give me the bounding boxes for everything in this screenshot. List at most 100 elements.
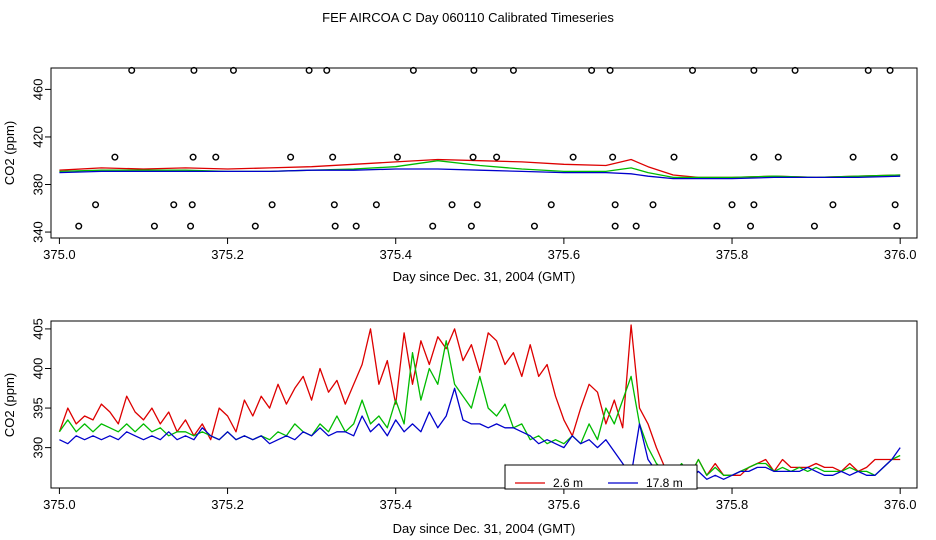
top-data-point bbox=[774, 153, 782, 161]
bottom-x-tick-label: 375.2 bbox=[211, 497, 244, 512]
top-y-axis: 340 380 420 460 bbox=[30, 79, 51, 243]
bottom-x-tick-label: 376.0 bbox=[884, 497, 917, 512]
legend: 2.6 m 17.8 m bbox=[504, 464, 698, 490]
top-data-point bbox=[890, 153, 898, 161]
top-series-red bbox=[59, 158, 901, 179]
top-data-point bbox=[470, 66, 478, 74]
bottom-x-tick-label: 375.0 bbox=[43, 497, 76, 512]
top-x-tick-label: 375.8 bbox=[716, 247, 749, 262]
bottom-y-tick-label: 395 bbox=[30, 397, 45, 419]
bottom-series-group bbox=[58, 324, 901, 480]
top-data-point bbox=[187, 222, 195, 230]
top-data-point bbox=[493, 153, 501, 161]
top-data-point bbox=[670, 153, 678, 161]
bottom-y-axis: 390 395 400 405 bbox=[30, 318, 51, 458]
bottom-x-tick-label: 375.4 bbox=[379, 497, 412, 512]
bottom-y-tick-label: 405 bbox=[30, 318, 45, 340]
top-data-point bbox=[467, 222, 475, 230]
top-x-axis-label: Day since Dec. 31, 2004 (GMT) bbox=[393, 269, 576, 284]
top-data-point bbox=[750, 153, 758, 161]
top-data-point bbox=[588, 66, 596, 74]
bottom-y-tick-label: 400 bbox=[30, 358, 45, 380]
top-data-point bbox=[268, 201, 276, 209]
top-data-point bbox=[547, 201, 555, 209]
bottom-plot-frame bbox=[50, 320, 918, 489]
top-data-point bbox=[886, 66, 894, 74]
top-data-point bbox=[632, 222, 640, 230]
top-x-tick-label: 375.4 bbox=[379, 247, 412, 262]
top-data-point bbox=[352, 222, 360, 230]
top-data-point bbox=[331, 222, 339, 230]
top-data-point bbox=[893, 222, 901, 230]
top-series-green bbox=[59, 160, 901, 179]
top-x-tick-label: 375.2 bbox=[211, 247, 244, 262]
top-data-point bbox=[212, 153, 220, 161]
top-data-point bbox=[649, 201, 657, 209]
top-x-tick-label: 376.0 bbox=[884, 247, 917, 262]
top-data-point bbox=[469, 153, 477, 161]
top-data-point bbox=[829, 201, 837, 209]
top-data-point bbox=[530, 222, 538, 230]
top-data-point bbox=[728, 201, 736, 209]
top-data-point bbox=[791, 66, 799, 74]
top-points-group bbox=[75, 66, 901, 230]
top-data-point bbox=[569, 153, 577, 161]
top-data-point bbox=[251, 222, 259, 230]
bottom-x-tick-label: 375.8 bbox=[716, 497, 749, 512]
top-data-point bbox=[448, 201, 456, 209]
top-y-tick-label: 380 bbox=[30, 174, 45, 196]
top-data-point bbox=[473, 201, 481, 209]
top-y-tick-label: 460 bbox=[30, 79, 45, 101]
bottom-series-green bbox=[58, 340, 901, 476]
top-data-point bbox=[891, 201, 899, 209]
top-data-point bbox=[750, 66, 758, 74]
bottom-panel: 375.0 375.2 375.4 375.6 375.8 376.0 390 395 400… bbox=[2, 318, 918, 536]
top-data-point bbox=[287, 153, 295, 161]
top-data-point bbox=[329, 153, 337, 161]
figure-title: FEF AIRCOA C Day 060110 Calibrated Times… bbox=[322, 10, 614, 25]
bottom-y-axis-label: CO2 (ppm) bbox=[2, 373, 17, 437]
top-data-point bbox=[611, 201, 619, 209]
top-data-point bbox=[128, 66, 136, 74]
top-data-point bbox=[190, 66, 198, 74]
bottom-series-17-8-m bbox=[59, 387, 901, 480]
top-y-axis-label: CO2 (ppm) bbox=[2, 121, 17, 185]
top-data-point bbox=[330, 201, 338, 209]
top-data-point bbox=[509, 66, 517, 74]
top-data-point bbox=[429, 222, 437, 230]
top-data-point bbox=[606, 66, 614, 74]
legend-box bbox=[504, 464, 698, 490]
top-data-point bbox=[75, 222, 83, 230]
bottom-y-tick-label: 390 bbox=[30, 437, 45, 459]
top-data-point bbox=[689, 66, 697, 74]
top-data-point bbox=[611, 222, 619, 230]
bottom-x-tick-label: 375.6 bbox=[548, 497, 581, 512]
top-data-point bbox=[92, 201, 100, 209]
top-data-point bbox=[713, 222, 721, 230]
top-data-point bbox=[393, 153, 401, 161]
top-series-blue bbox=[59, 168, 901, 180]
bottom-x-axis-label: Day since Dec. 31, 2004 (GMT) bbox=[393, 521, 576, 536]
top-data-point bbox=[150, 222, 158, 230]
top-data-point bbox=[323, 66, 331, 74]
top-data-point bbox=[810, 222, 818, 230]
top-y-tick-label: 340 bbox=[30, 221, 45, 243]
bottom-x-axis: 375.0 375.2 375.4 375.6 375.8 376.0 bbox=[43, 488, 916, 512]
legend-label-17-8m: 17.8 m bbox=[646, 476, 683, 490]
bottom-series-2-6-m bbox=[58, 324, 901, 480]
top-panel: 375.0 375.2 375.4 375.6 375.8 376.0 340 380 420… bbox=[2, 66, 918, 284]
top-data-point bbox=[229, 66, 237, 74]
top-series-group bbox=[59, 158, 901, 180]
top-x-tick-label: 375.0 bbox=[43, 247, 76, 262]
top-y-tick-label: 420 bbox=[30, 126, 45, 148]
top-data-point bbox=[372, 201, 380, 209]
top-data-point bbox=[864, 66, 872, 74]
top-x-axis: 375.0 375.2 375.4 375.6 375.8 376.0 bbox=[43, 238, 916, 262]
top-data-point bbox=[189, 153, 197, 161]
legend-label-2-6m: 2.6 m bbox=[553, 476, 583, 490]
top-data-point bbox=[750, 201, 758, 209]
top-plot-frame bbox=[50, 67, 918, 239]
top-data-point bbox=[609, 153, 617, 161]
top-data-point bbox=[188, 201, 196, 209]
